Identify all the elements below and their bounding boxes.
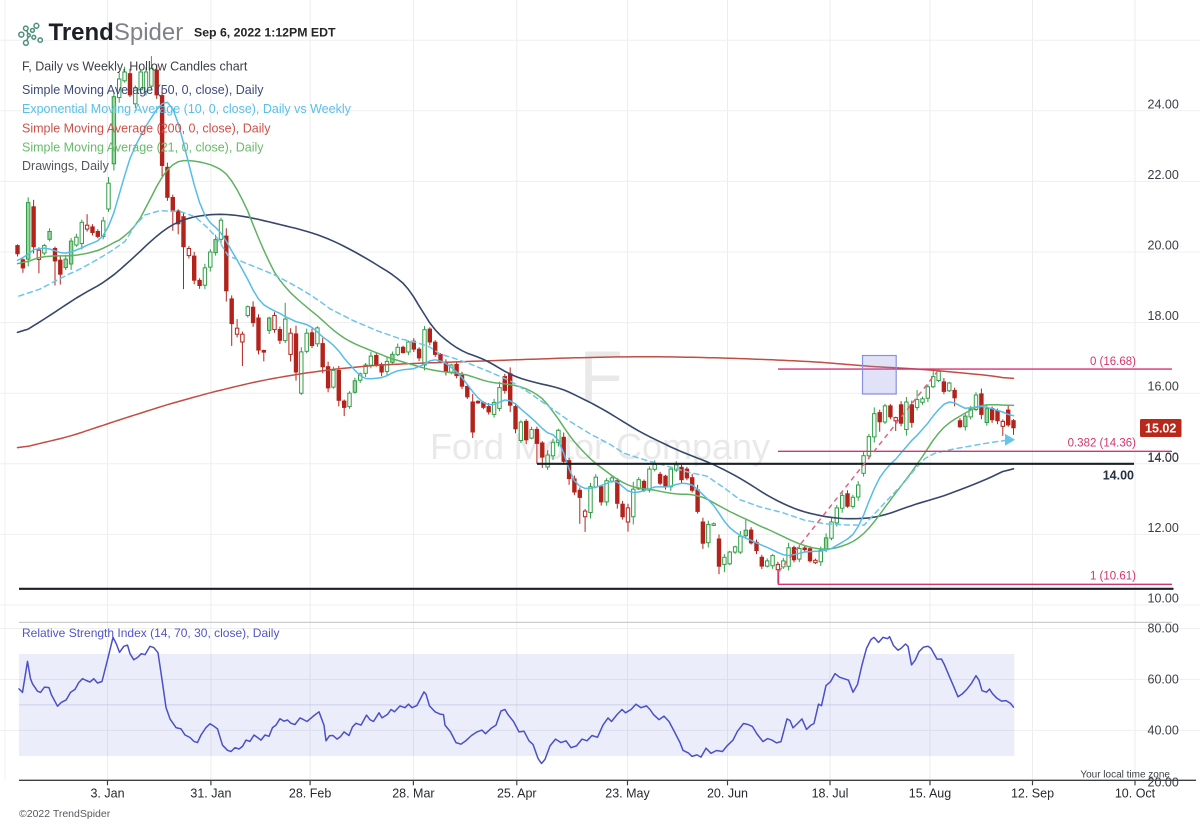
svg-text:0 (16.68): 0 (16.68) bbox=[1090, 356, 1136, 368]
svg-text:Exponential Moving Average (10: Exponential Moving Average (10, 0, close… bbox=[22, 102, 352, 116]
svg-text:14.00: 14.00 bbox=[1148, 451, 1179, 465]
svg-text:16.00: 16.00 bbox=[1148, 380, 1179, 394]
svg-text:Drawings, Daily: Drawings, Daily bbox=[22, 159, 110, 173]
svg-text:0.382 (14.36): 0.382 (14.36) bbox=[1068, 438, 1137, 450]
svg-text:10.00: 10.00 bbox=[1148, 592, 1179, 606]
svg-text:12.00: 12.00 bbox=[1148, 521, 1179, 535]
svg-text:18. Jul: 18. Jul bbox=[812, 787, 849, 801]
svg-text:1 (10.61): 1 (10.61) bbox=[1090, 571, 1136, 583]
svg-text:14.00: 14.00 bbox=[1148, 450, 1179, 464]
svg-text:28. Feb: 28. Feb bbox=[289, 787, 331, 801]
svg-text:©2022 TrendSpider: ©2022 TrendSpider bbox=[19, 808, 111, 820]
svg-text:18.00: 18.00 bbox=[1148, 309, 1179, 323]
svg-text:TrendSpider: TrendSpider bbox=[49, 19, 184, 46]
svg-text:20. Jun: 20. Jun bbox=[707, 787, 748, 801]
svg-text:F, Daily vs Weekly, Hollow Can: F, Daily vs Weekly, Hollow Candles chart bbox=[22, 60, 248, 74]
svg-text:15.02: 15.02 bbox=[1145, 422, 1176, 436]
svg-text:28. Mar: 28. Mar bbox=[392, 787, 434, 801]
svg-text:F: F bbox=[579, 338, 622, 417]
svg-text:23. May: 23. May bbox=[605, 787, 650, 801]
svg-text:25. Apr: 25. Apr bbox=[497, 787, 537, 801]
svg-text:31. Jan: 31. Jan bbox=[190, 787, 231, 801]
svg-text:20.00: 20.00 bbox=[1148, 239, 1179, 253]
svg-text:Your local time zone: Your local time zone bbox=[1080, 770, 1170, 781]
svg-text:14.00: 14.00 bbox=[1103, 469, 1134, 483]
svg-text:Ford Motor Company: Ford Motor Company bbox=[430, 426, 770, 467]
svg-text:10. Oct: 10. Oct bbox=[1115, 787, 1156, 801]
svg-text:40.00: 40.00 bbox=[1148, 724, 1179, 738]
svg-text:Relative Strength Index (14, 7: Relative Strength Index (14, 70, 30, clo… bbox=[22, 626, 279, 640]
svg-text:3. Jan: 3. Jan bbox=[90, 787, 124, 801]
svg-text:Simple Moving Average (200, 0,: Simple Moving Average (200, 0, close), D… bbox=[22, 121, 271, 135]
svg-text:22.00: 22.00 bbox=[1148, 168, 1179, 182]
svg-text:Sep 6, 2022 1:12PM EDT: Sep 6, 2022 1:12PM EDT bbox=[194, 26, 336, 40]
svg-text:20.00: 20.00 bbox=[1148, 776, 1179, 790]
svg-text:Simple Moving Average (50, 0,: Simple Moving Average (50, 0, close), Da… bbox=[22, 83, 264, 97]
svg-text:24.00: 24.00 bbox=[1148, 97, 1179, 111]
svg-text:Simple Moving Average (21, 0,: Simple Moving Average (21, 0, close), Da… bbox=[22, 141, 264, 155]
svg-text:15. Aug: 15. Aug bbox=[909, 787, 951, 801]
svg-text:60.00: 60.00 bbox=[1148, 673, 1179, 687]
svg-text:80.00: 80.00 bbox=[1148, 622, 1179, 636]
svg-text:12. Sep: 12. Sep bbox=[1011, 787, 1054, 801]
